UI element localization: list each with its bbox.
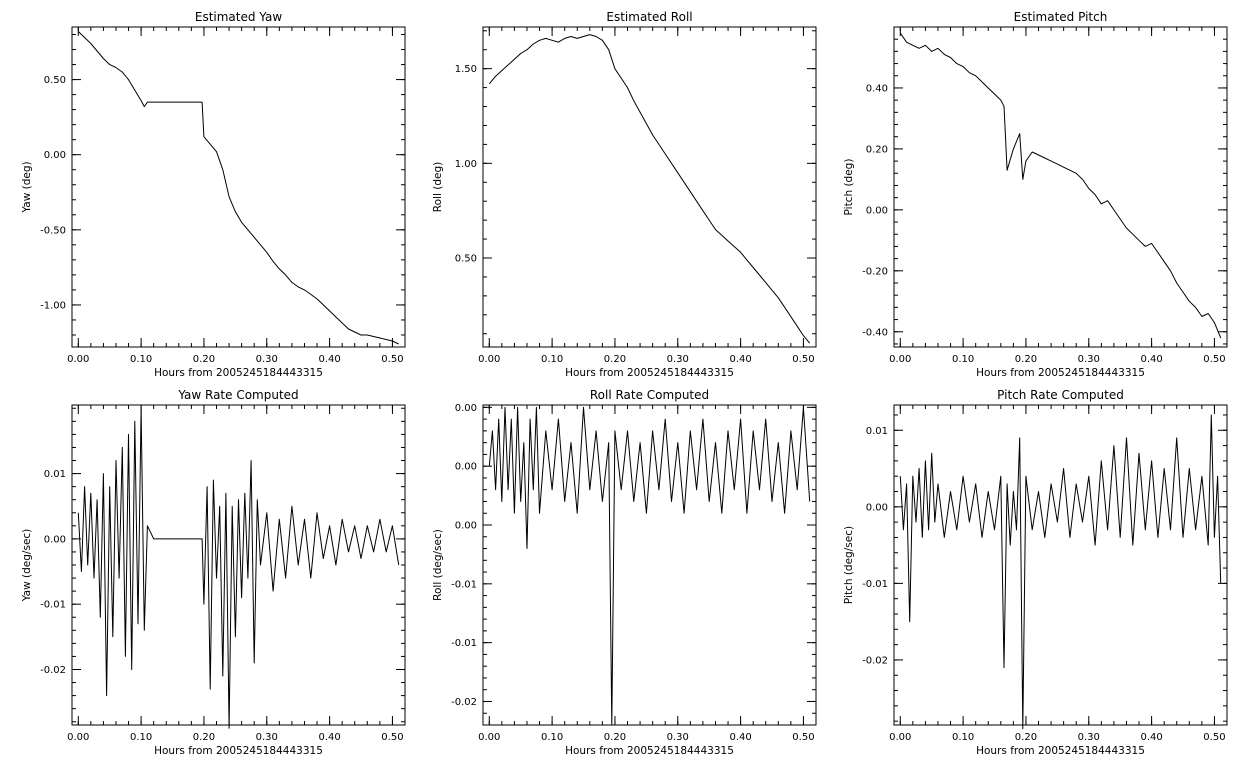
x-tick-label: 0.10 [130, 732, 152, 743]
x-tick-label: 0.40 [318, 732, 340, 743]
x-tick-label: 0.30 [1078, 354, 1100, 365]
y-tick-label: -0.01 [40, 600, 66, 611]
chart-panel-3: Estimated Pitch Hours from 20052451844433… [843, 10, 1228, 379]
x-axis-label: Hours from 2005245184443315 [565, 367, 734, 379]
x-tick-label: 0.40 [1140, 354, 1162, 365]
plot-frame [482, 404, 817, 726]
y-axis-label: Pitch (deg) [843, 159, 855, 216]
x-tick-label: 0.10 [130, 354, 152, 365]
x-tick-label: 0.30 [667, 354, 689, 365]
y-axis-label: Yaw (deg) [21, 161, 33, 213]
y-tick-label: 0.00 [44, 534, 66, 545]
series-line-1 [899, 414, 1222, 730]
y-tick-label: -0.20 [862, 266, 888, 277]
x-tick-label: 0.50 [381, 732, 403, 743]
y-tick-label: -0.01 [451, 638, 477, 649]
x-tick-label: 0.00 [67, 354, 89, 365]
x-tick-label: 0.40 [318, 354, 340, 365]
chart-panel-1: Estimated Yaw Hours from 2005245184443315… [21, 10, 406, 379]
y-axis-label: Pitch (deg/sec) [843, 526, 855, 604]
y-tick-label: 1.00 [455, 159, 477, 170]
chart-title: Yaw Rate Computed [177, 388, 298, 402]
x-tick-label: 0.20 [193, 732, 215, 743]
x-tick-label: 0.20 [604, 354, 626, 365]
y-axis-label: Yaw (deg/sec) [21, 529, 33, 603]
x-tick-label: 0.00 [478, 354, 500, 365]
y-tick-label: -1.00 [40, 300, 66, 311]
plot-frame [893, 404, 1228, 726]
x-tick-label: 0.10 [541, 732, 563, 743]
chart-panel-2: Estimated Roll Hours from 200524518444331… [432, 10, 817, 379]
x-tick-label: 0.00 [889, 732, 911, 743]
y-tick-label: -0.02 [862, 655, 888, 666]
y-tick-label: 0.50 [44, 75, 66, 86]
plot-frame [71, 26, 406, 348]
y-tick-label: -0.01 [451, 579, 477, 590]
x-axis-label: Hours from 2005245184443315 [565, 745, 734, 757]
x-tick-label: 0.50 [381, 354, 403, 365]
y-tick-label: 0.00 [455, 403, 477, 414]
y-tick-label: 0.01 [44, 469, 66, 480]
x-tick-label: 0.50 [792, 354, 814, 365]
x-tick-label: 0.50 [1203, 354, 1225, 365]
series-line-1 [899, 32, 1222, 339]
x-tick-label: 0.20 [604, 732, 626, 743]
x-tick-label: 0.20 [1015, 732, 1037, 743]
y-tick-label: 0.00 [455, 462, 477, 473]
x-tick-label: 0.40 [729, 354, 751, 365]
y-tick-label: 0.50 [455, 254, 477, 265]
x-axis-label: Hours from 2005245184443315 [154, 745, 323, 757]
y-tick-label: 0.00 [44, 150, 66, 161]
x-axis-label: Hours from 2005245184443315 [976, 367, 1145, 379]
x-tick-label: 0.50 [792, 732, 814, 743]
x-tick-label: 0.30 [667, 732, 689, 743]
y-tick-label: -0.01 [862, 579, 888, 590]
x-tick-label: 0.40 [729, 732, 751, 743]
plot-frame [893, 26, 1228, 348]
chart-panel-6: Pitch Rate Computed Hours from 2005245184… [843, 388, 1228, 757]
series-line-1 [77, 407, 400, 729]
y-tick-label: 0.00 [866, 205, 888, 216]
y-tick-label: 0.40 [866, 83, 888, 94]
y-tick-label: 0.00 [455, 521, 477, 532]
y-tick-label: 0.00 [866, 502, 888, 513]
y-tick-label: -0.40 [862, 327, 888, 338]
series-line-1 [77, 31, 399, 345]
y-axis-label: Roll (deg/sec) [432, 529, 444, 601]
y-axis-label: Roll (deg) [432, 162, 444, 212]
x-tick-label: 0.10 [952, 732, 974, 743]
y-tick-label: 0.01 [866, 426, 888, 437]
chart-panel-5: Roll Rate Computed Hours from 20052451844… [432, 388, 817, 757]
chart-title: Estimated Pitch [1014, 10, 1108, 24]
y-tick-label: 0.20 [866, 144, 888, 155]
chart-title: Estimated Roll [606, 10, 692, 24]
x-tick-label: 0.00 [889, 354, 911, 365]
x-tick-label: 0.30 [256, 354, 278, 365]
x-tick-label: 0.00 [478, 732, 500, 743]
x-tick-label: 0.10 [952, 354, 974, 365]
x-tick-label: 0.30 [256, 732, 278, 743]
chart-title: Roll Rate Computed [590, 388, 709, 402]
y-tick-label: -0.02 [451, 697, 477, 708]
x-tick-label: 0.40 [1140, 732, 1162, 743]
x-axis-label: Hours from 2005245184443315 [154, 367, 323, 379]
x-tick-label: 0.30 [1078, 732, 1100, 743]
x-tick-label: 0.00 [67, 732, 89, 743]
y-tick-label: -0.50 [40, 225, 66, 236]
y-tick-label: 1.50 [455, 64, 477, 75]
series-line-1 [488, 34, 811, 344]
series-line-1 [488, 406, 811, 726]
chart-title: Estimated Yaw [195, 10, 282, 24]
x-axis-label: Hours from 2005245184443315 [976, 745, 1145, 757]
x-tick-label: 0.20 [193, 354, 215, 365]
chart-title: Pitch Rate Computed [997, 388, 1124, 402]
x-tick-label: 0.50 [1203, 732, 1225, 743]
plot-frame [482, 26, 817, 348]
x-tick-label: 0.10 [541, 354, 563, 365]
x-tick-label: 0.20 [1015, 354, 1037, 365]
chart-panel-4: Yaw Rate Computed Hours from 200524518444… [21, 388, 406, 757]
y-tick-label: -0.02 [40, 665, 66, 676]
